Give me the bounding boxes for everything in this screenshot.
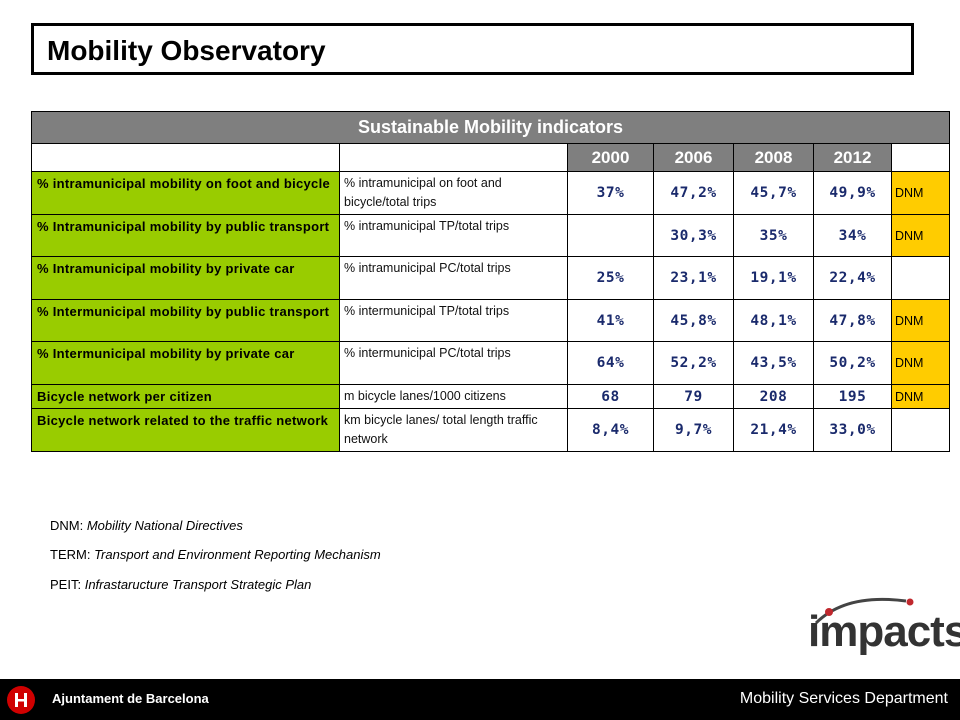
indicator-value: 25%: [567, 256, 654, 300]
indicator-value: 23,1%: [653, 256, 734, 300]
indicator-unit: % intramunicipal TP/total trips: [339, 214, 568, 257]
logo-text: impacts: [808, 607, 960, 656]
indicators-table: Sustainable Mobility indicators 2000 200…: [30, 111, 951, 452]
indicator-name: % Intramunicipal mobility by private car: [31, 256, 340, 300]
year-header: 2006: [653, 143, 734, 172]
indicator-value: 49,9%: [813, 171, 892, 215]
reference-cell: [890, 408, 951, 452]
indicator-value: 47,8%: [813, 299, 892, 342]
indicator-name: Bicycle network per citizen: [31, 384, 340, 409]
indicator-unit: m bicycle lanes/1000 citizens: [339, 384, 568, 409]
legend-item: TERM: Transport and Environment Reportin…: [50, 547, 381, 562]
indicator-name: % intramunicipal mobility on foot and bi…: [31, 171, 340, 215]
indicator-value: 48,1%: [733, 299, 814, 342]
indicator-name: % Intermunicipal mobility by public tran…: [31, 299, 340, 342]
reference-cell: DNM: [890, 299, 951, 342]
reference-cell: DNM: [890, 171, 951, 215]
table-row: % Intramunicipal mobility by private car…: [31, 256, 951, 300]
footer-department: Mobility Services Department: [739, 690, 948, 707]
reference-cell: [890, 256, 951, 300]
indicator-value: [567, 214, 654, 257]
header-blank-cell: [890, 143, 951, 172]
table-row: Bicycle network per citizen m bicycle lan…: [31, 384, 951, 409]
indicator-value: 45,7%: [733, 171, 814, 215]
indicator-value: 41%: [567, 299, 654, 342]
impacts-logo: impacts: [806, 595, 960, 665]
indicator-name: % Intermunicipal mobility by private car: [31, 341, 340, 385]
indicator-value: 8,4%: [567, 408, 654, 452]
indicator-value: 21,4%: [733, 408, 814, 452]
indicator-unit: % intramunicipal PC/total trips: [339, 256, 568, 300]
indicator-value: 22,4%: [813, 256, 892, 300]
indicator-value: 47,2%: [653, 171, 734, 215]
indicator-unit: % intermunicipal TP/total trips: [339, 299, 568, 342]
indicator-unit: km bicycle lanes/ total length traffic n…: [339, 408, 568, 452]
indicator-unit: % intermunicipal PC/total trips: [339, 341, 568, 385]
indicator-name: % Intramunicipal mobility by public tran…: [31, 214, 340, 257]
indicator-value: 30,3%: [653, 214, 734, 257]
year-header: 2000: [567, 143, 654, 172]
indicator-value: 34%: [813, 214, 892, 257]
indicator-value: 37%: [567, 171, 654, 215]
legend-desc: Transport and Environment Reporting Mech…: [94, 547, 381, 562]
indicator-value: 19,1%: [733, 256, 814, 300]
indicator-value: 79: [653, 384, 734, 409]
table-row: Bicycle network related to the traffic n…: [31, 408, 951, 452]
legend-abbr: DNM:: [50, 518, 84, 533]
legend-desc: Mobility National Directives: [86, 518, 243, 533]
indicator-name: Bicycle network related to the traffic n…: [31, 408, 340, 452]
indicator-value: 68: [567, 384, 654, 409]
indicator-value: 50,2%: [813, 341, 892, 385]
years-header-row: 2000 2006 2008 2012: [31, 143, 951, 172]
logo-arc-icon: [814, 597, 914, 625]
legend-desc: Infrastaructure Transport Strategic Plan: [84, 577, 312, 592]
indicator-value: 64%: [567, 341, 654, 385]
indicator-value: 33,0%: [813, 408, 892, 452]
reference-cell: DNM: [890, 384, 951, 409]
table-row: % Intramunicipal mobility by public tran…: [31, 214, 951, 257]
year-header: 2008: [733, 143, 814, 172]
year-header: 2012: [813, 143, 892, 172]
indicator-value: 43,5%: [733, 341, 814, 385]
header-blank-cell: [339, 143, 568, 172]
barcelona-emblem-icon: [7, 686, 35, 714]
table-row: % Intermunicipal mobility by public tran…: [31, 299, 951, 342]
reference-cell: DNM: [890, 214, 951, 257]
table-title: Sustainable Mobility indicators: [30, 111, 951, 144]
legend-abbr: PEIT:: [50, 577, 82, 592]
indicator-value: 35%: [733, 214, 814, 257]
title-box: Mobility Observatory: [31, 23, 914, 75]
footer-city: Ajuntament de Barcelona: [52, 691, 209, 706]
indicator-unit: % intramunicipal on foot and bicycle/tot…: [339, 171, 568, 215]
indicator-value: 45,8%: [653, 299, 734, 342]
indicator-value: 208: [733, 384, 814, 409]
footer-bar: Ajuntament de Barcelona Mobility Service…: [0, 679, 960, 720]
legend-item: DNM: Mobility National Directives: [50, 518, 243, 533]
page-title: Mobility Observatory: [47, 35, 326, 66]
table-row: % Intermunicipal mobility by private car…: [31, 341, 951, 385]
indicator-value: 52,2%: [653, 341, 734, 385]
legend-item: PEIT: Infrastaructure Transport Strategi…: [50, 577, 311, 592]
table-row: % intramunicipal mobility on foot and bi…: [31, 171, 951, 215]
reference-cell: DNM: [890, 341, 951, 385]
legend-abbr: TERM:: [50, 547, 91, 562]
header-blank-cell: [31, 143, 340, 172]
indicator-value: 9,7%: [653, 408, 734, 452]
indicator-value: 195: [813, 384, 892, 409]
